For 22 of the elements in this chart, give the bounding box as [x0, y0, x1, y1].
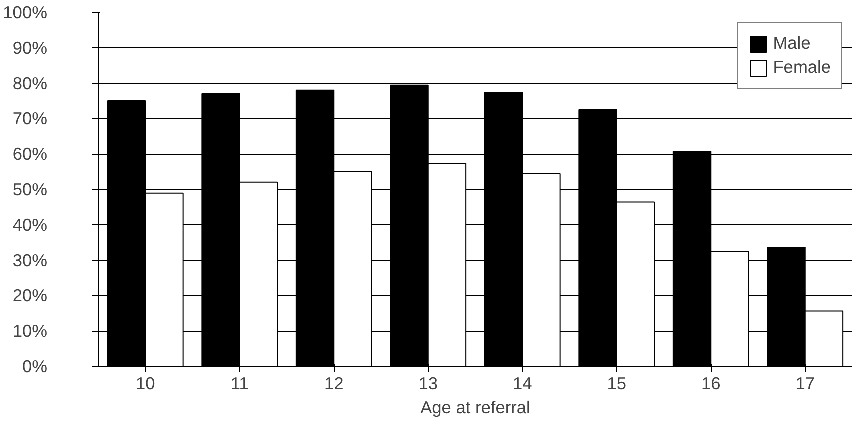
y-tick-label: 50%	[12, 180, 48, 200]
y-tick-label: 20%	[12, 286, 48, 306]
y-tick-label: 10%	[12, 321, 48, 342]
x-tick-label: 13	[418, 374, 438, 394]
x-tick-label: 14	[512, 374, 533, 394]
legend-label: Male	[773, 33, 811, 54]
x-tick-label: 16	[701, 374, 721, 394]
x-tick-label: 17	[796, 374, 816, 394]
y-tick-label: 60%	[12, 144, 48, 164]
y-tick-label: 80%	[12, 73, 48, 94]
x-tick-label: 15	[607, 374, 627, 394]
legend-label: Female	[773, 57, 831, 78]
x-tick-label: 10	[136, 374, 156, 394]
y-tick-label: 90%	[12, 38, 48, 58]
y-tick-label: 70%	[12, 108, 48, 129]
y-tick-label: 0%	[22, 356, 48, 376]
x-tick-label: 11	[230, 374, 249, 394]
y-tick-label: 40%	[12, 214, 48, 235]
y-tick-label: 100%	[3, 2, 48, 22]
y-tick-label: 30%	[12, 250, 48, 270]
x-axis-title: Age at referral	[420, 398, 530, 418]
x-tick-label: 12	[324, 374, 344, 394]
